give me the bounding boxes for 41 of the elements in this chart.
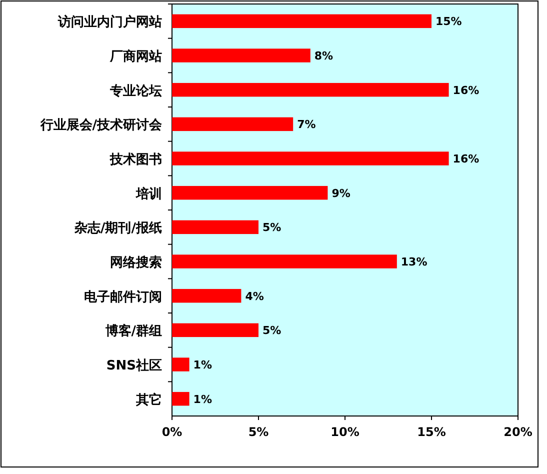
y-tick-label: 专业论坛 [109,82,162,99]
bar [172,288,242,303]
y-tick-label: SNS社区 [106,358,162,374]
y-tick-label: 访问业内门户网站 [57,14,162,30]
data-label: 5% [262,324,282,338]
data-label: 5% [262,221,282,234]
bar [172,392,190,406]
x-tick-label: 5% [248,425,269,439]
data-label: 8% [314,50,334,62]
bar [172,82,449,97]
x-tick-label: 0% [162,425,182,439]
bar [172,323,258,338]
data-label: 1% [193,392,212,406]
y-tick-label: 博客/群组 [104,323,162,340]
y-tick-label: 其它 [135,392,162,408]
bar [172,358,190,372]
bar [172,48,310,62]
data-label: 13% [400,256,428,268]
y-tick-label: 杂志/期刊/报纸 [74,220,162,236]
y-tick-label: 网络搜索 [110,254,162,270]
data-label: 4% [245,290,264,303]
bar [172,186,328,200]
data-label: 16% [452,152,480,166]
y-tick-label: 厂商网站 [109,48,162,64]
bar [172,220,258,234]
bar [172,117,294,132]
y-tick-label: 电子邮件订阅 [84,290,162,305]
x-tick-label: 10% [330,425,360,439]
y-tick-label: 行业展会/技术研讨会 [39,118,163,134]
x-tick-label: 15% [417,425,446,439]
bar [172,14,432,28]
y-tick-label: 技术图书 [109,152,162,168]
x-tick-label: 20% [504,425,532,439]
bar [172,152,449,166]
data-label: 9% [332,186,350,200]
data-label: 16% [452,84,480,97]
data-label: 1% [193,358,212,372]
data-label: 15% [436,15,462,28]
bar [172,254,397,268]
y-tick-label: 培训 [135,186,162,202]
data-label: 7% [297,118,316,132]
